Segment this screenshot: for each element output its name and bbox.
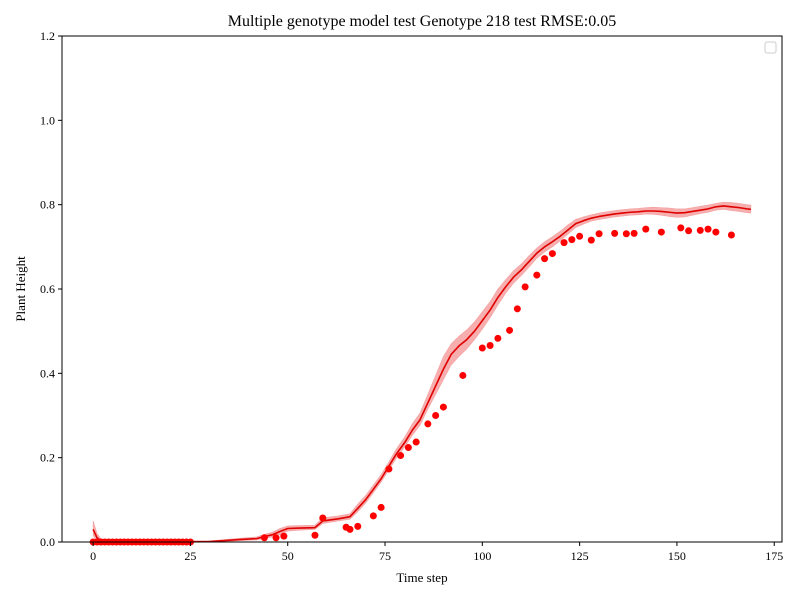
data-point [404,444,412,452]
data-point [533,271,541,279]
data-point [412,438,420,446]
data-point [568,236,576,244]
data-point [424,420,432,428]
x-tick-label: 100 [473,549,491,563]
data-point [548,250,556,258]
data-point [397,452,405,460]
data-point [712,228,720,236]
data-point [513,305,521,313]
chart-title: Multiple genotype model test Genotype 21… [228,13,616,30]
data-point [311,531,319,539]
data-point [642,225,650,233]
x-axis-label: Time step [396,570,447,585]
data-point [727,231,735,239]
data-point [369,512,377,520]
y-tick-label: 1.2 [40,29,55,43]
data-point [595,230,603,238]
y-axis-label: Plant Height [13,256,28,322]
y-tick-label: 0.0 [40,535,55,549]
x-tick-label: 175 [765,549,783,563]
y-tick-label: 1.0 [40,113,55,127]
data-point [272,534,280,542]
data-point [696,226,704,234]
data-point [685,227,693,235]
data-point [494,334,502,342]
data-point [377,503,385,511]
x-tick-label: 150 [668,549,686,563]
data-point [704,225,712,233]
data-point [385,465,393,473]
plot-area [89,201,752,546]
data-point [587,236,595,244]
data-point [478,344,486,352]
x-tick-label: 125 [571,549,589,563]
confidence-band [92,201,752,543]
y-tick-label: 0.2 [40,451,55,465]
y-tick-label: 0.8 [40,198,55,212]
plot-frame [61,35,783,543]
prediction-line [92,205,751,543]
data-point [439,403,447,411]
x-tick-label: 50 [282,549,294,563]
data-point [521,283,529,291]
data-point [354,522,362,530]
legend-box [764,41,777,54]
x-tick-label: 75 [379,549,391,563]
data-point [576,232,584,240]
y-tick-label: 0.6 [40,282,55,296]
x-tick-label: 0 [90,549,96,563]
data-point [319,514,327,522]
x-tick-label: 25 [184,549,196,563]
data-point [622,230,630,238]
data-point [611,229,619,237]
data-point [432,412,440,419]
x-axis: 0 25 50 75 100 125 150 175 [90,542,783,563]
data-point [630,229,638,237]
data-point [260,534,268,542]
data-point [560,239,568,247]
data-point [459,371,467,379]
data-point [657,228,665,236]
data-point [677,224,685,232]
y-tick-label: 0.4 [40,366,55,380]
data-point [506,326,514,334]
y-axis: 0.0 0.2 0.4 0.6 0.8 1.0 1.2 [40,29,62,549]
data-point [280,532,288,540]
data-point [486,342,494,349]
data-point [541,255,549,263]
data-point [346,525,354,533]
